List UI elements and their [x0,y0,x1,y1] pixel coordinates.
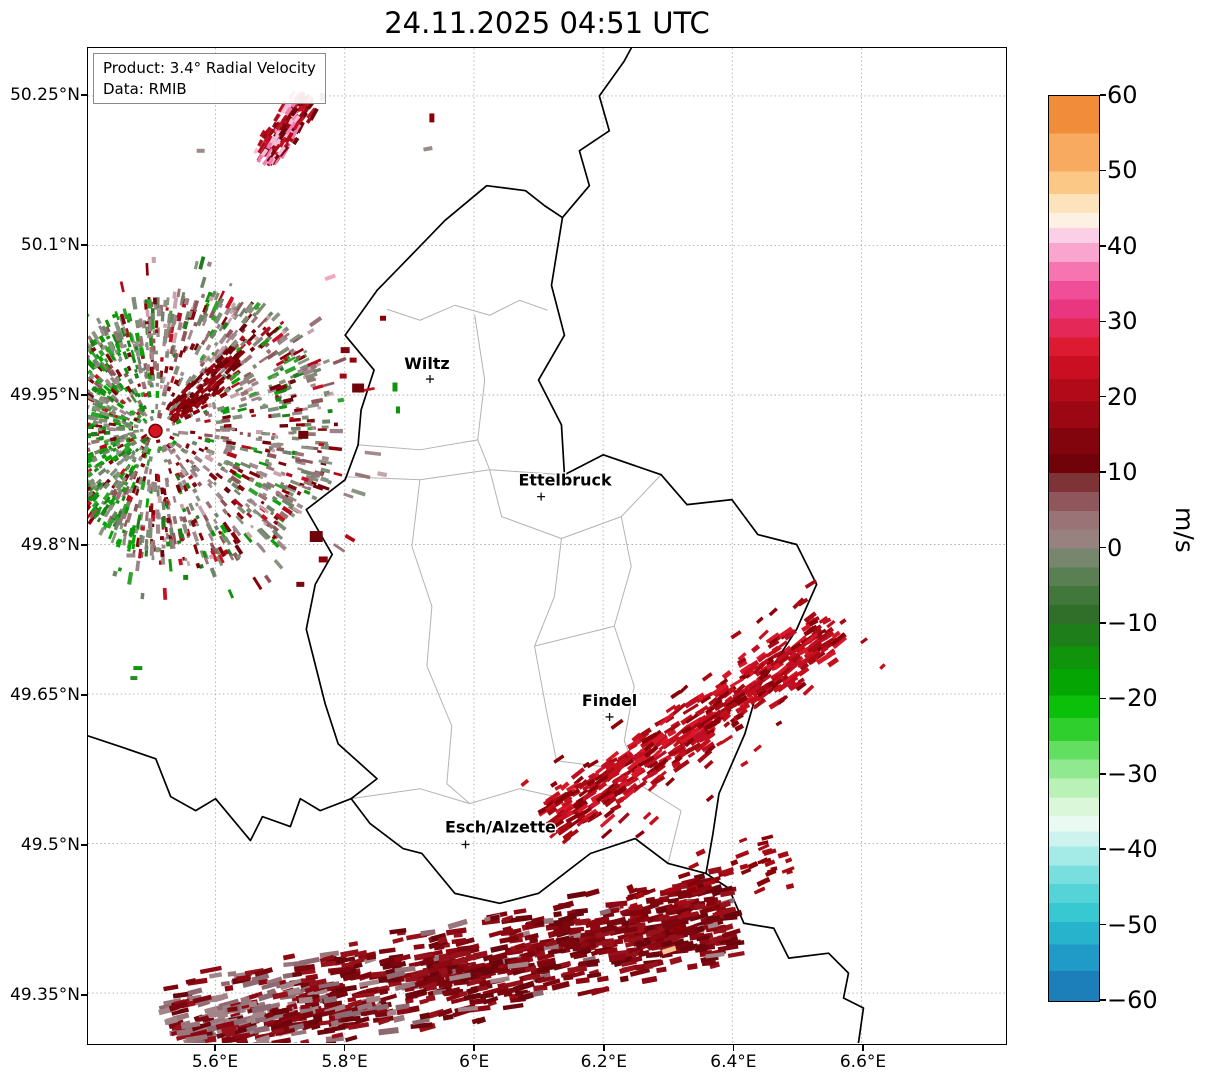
colorbar-tick-mark [1100,169,1106,172]
product-info-box: Product: 3.4° Radial Velocity Data: RMIB [93,53,326,105]
x-tick-mark [214,1045,216,1051]
city-marker [605,712,614,721]
country-borders [88,48,865,1043]
belgium-france-border [88,735,352,842]
colorbar-tick-label: 40 [1107,231,1138,260]
radar-site-marker [148,423,163,439]
map-plot-area: Wiltz Ettelbruck Findel Esch/Alzette Produc… [87,47,1007,1045]
colorbar-tick-mark [1100,94,1106,96]
colorbar-tick-mark [1100,773,1106,775]
y-tick-mark [81,394,87,396]
city-label: Wiltz [404,354,449,373]
colorbar-tick-label: −10 [1107,608,1158,637]
x-tick-label: 5.8°E [321,1052,368,1072]
map-canvas: Wiltz Ettelbruck Findel Esch/Alzette [88,48,1005,1043]
city-marker [461,840,470,849]
colorbar-gradient [1049,96,1099,1001]
city-marker [426,375,435,384]
y-tick-mark [81,244,87,246]
y-tick-label: 49.8°N [20,535,80,555]
colorbar-tick-label: 60 [1107,81,1138,109]
colorbar-tick-label: 10 [1107,458,1138,487]
y-tick-mark [81,94,87,96]
city-label: Ettelbruck [519,471,612,490]
y-tick-mark [81,844,87,846]
colorbar-tick-label: −50 [1107,910,1158,939]
luxembourg-border [305,184,818,905]
colorbar-tick-mark [1100,999,1106,1001]
grid-layer [88,48,1005,1043]
city-label: Esch/Alzette [445,818,556,837]
product-label: Product: 3.4° Radial Velocity [103,59,316,77]
colorbar-tick-label: 0 [1107,533,1123,562]
colorbar-tick-label: 30 [1107,307,1138,336]
france-germany-border [705,872,865,1043]
colorbar-tick-mark [1100,320,1106,322]
radar-site-layer [146,421,165,440]
colorbar-tick-label: −40 [1107,835,1158,864]
colorbar-tick-label: 50 [1107,156,1138,185]
colorbar-tick-label: −60 [1107,986,1158,1014]
district-borders [345,299,759,864]
y-tick-mark [81,994,87,996]
x-tick-label: 6.6°E [839,1052,887,1072]
colorbar-tick-mark [1100,546,1106,549]
y-tick-mark [81,544,87,546]
x-tick-mark [343,1045,346,1051]
x-tick-label: 6°E [459,1052,490,1072]
y-tick-label: 49.5°N [20,835,80,855]
colorbar-tick-mark [1100,395,1106,398]
x-tick-mark [732,1045,735,1051]
y-tick-label: 49.95°N [10,385,80,405]
colorbar-tick-label: 20 [1107,382,1138,411]
colorbar-tick-label: −20 [1107,684,1158,713]
y-tick-label: 49.35°N [10,985,80,1005]
y-tick-label: 49.65°N [10,685,80,705]
belgium-germany-border [561,48,633,219]
colorbar-tick-mark [1100,245,1106,247]
y-tick-mark [81,694,87,696]
radar-echo-layer [88,90,886,1043]
colorbar-tick-mark [1100,471,1106,473]
city-markers-layer: Wiltz Ettelbruck Findel Esch/Alzette [403,353,639,849]
colorbar-tick-mark [1100,697,1106,700]
x-tick-mark [473,1045,475,1051]
x-tick-label: 5.6°E [191,1052,239,1072]
y-tick-label: 50.1°N [20,235,80,255]
x-tick-mark [603,1045,605,1051]
x-tick-label: 6.2°E [580,1052,627,1072]
city-marker [537,492,546,501]
x-tick-mark [862,1045,864,1051]
colorbar-tick-mark [1100,622,1106,624]
colorbar-unit-label: m/s [1170,507,1199,553]
colorbar [1048,95,1100,1002]
y-tick-label: 50.25°N [10,85,80,105]
data-source-label: Data: RMIB [103,79,187,98]
colorbar-tick-mark [1100,923,1106,926]
colorbar-tick-mark [1100,848,1106,850]
colorbar-tick-label: −30 [1107,759,1158,788]
figure-title: 24.11.2025 04:51 UTC [384,6,710,40]
city-label: Findel [582,691,637,710]
x-tick-label: 6.4°E [710,1052,757,1072]
